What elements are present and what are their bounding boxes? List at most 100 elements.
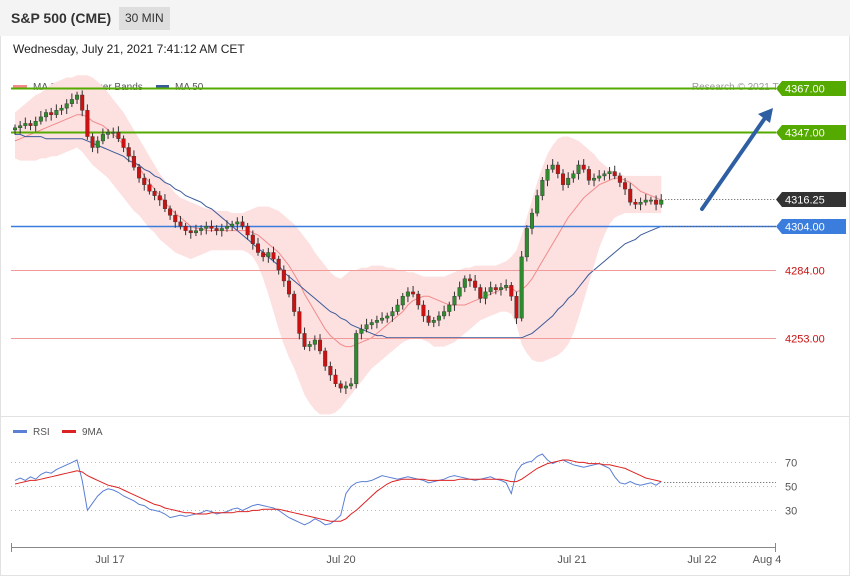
candle [431,317,436,328]
candle-body [385,315,390,319]
rsi-legend-label: RSI [33,427,50,438]
candle [504,279,509,291]
candle-body [514,296,519,319]
candle [519,250,524,322]
candle [442,305,447,320]
candle [638,197,643,211]
candle [95,136,100,154]
rsi-tick-50: 50 [785,482,797,494]
candle [137,163,142,183]
candle-body [421,304,426,317]
candle-body [235,221,240,225]
candle-body [33,121,38,126]
candle-body [380,317,385,321]
timestamp: Wednesday, July 21, 2021 7:41:12 AM CET [13,42,245,56]
level-tag-text-4367.00: 4367.00 [785,84,825,96]
candle-body [442,311,447,317]
candle [199,225,204,236]
candle [111,127,116,139]
candle [80,90,85,117]
candle-body [240,221,245,227]
candle-body [581,164,586,170]
candle [230,220,235,231]
ma50-legend-swatch [156,85,169,88]
time-tick-label: Aug 4 [753,554,782,566]
candle [266,247,271,263]
candle-body [566,177,571,185]
level-tag-text-4304.00: 4304.00 [785,222,825,234]
candle [323,347,328,371]
candle-body [509,285,514,297]
candle-body [224,226,229,229]
candle-body [49,112,54,115]
candle-body [550,164,555,170]
candle [374,315,379,329]
candle-body [162,199,167,209]
time-tick-label: Jul 21 [557,554,586,566]
candle-body [447,304,452,312]
candle-body [628,188,633,203]
candle [188,226,193,239]
candle [338,380,343,393]
candle [54,104,59,118]
candle-body [333,374,338,384]
candle-body [204,226,209,229]
candle [555,161,560,179]
candle-body [95,140,100,148]
candle [328,361,333,381]
candle [628,183,633,206]
candle-body [374,320,379,323]
candle [416,290,421,310]
level-tag-text-4347.00: 4347.00 [785,128,825,140]
candle-body [142,177,147,185]
candle-body [623,182,628,190]
candle [209,220,214,232]
candle-body [436,315,441,321]
candle [157,191,162,206]
candle [524,225,529,262]
candle [142,173,147,191]
candle [633,198,638,209]
candle [276,255,281,275]
candle-body [173,215,178,223]
candle-body [38,116,43,122]
candle [545,164,550,187]
header-bar: S&P 500 (CME) 30 MIN [0,0,850,36]
candle-body [431,320,436,323]
candle-body [426,315,431,323]
projection-arrow-head [758,108,773,123]
candle-body [586,169,591,181]
candle-body [23,123,28,126]
candle-body [571,173,576,179]
candle [235,217,240,230]
candle-body [116,131,121,139]
candle-body [193,230,198,234]
timeframe-badge[interactable]: 30 MIN [119,7,170,30]
candle [509,282,514,301]
candle [493,284,498,295]
candle [307,341,312,352]
candle-body [452,296,457,306]
candle-body [44,112,49,118]
candle [287,275,292,298]
candle [131,150,136,171]
candle-body [152,191,157,196]
candle-body [405,291,410,297]
candle [467,274,472,287]
candle-body [147,184,152,192]
candle-body [545,169,550,181]
price-levels [11,87,776,339]
level-tag-4347.00 [776,125,846,140]
candle-body [612,171,617,177]
candle [550,159,555,173]
level-tag-text-4316.25: 4316.25 [785,195,825,207]
rsi-line [14,453,662,526]
candle [447,301,452,317]
candle-body [297,311,302,334]
candle [478,284,483,304]
candle [214,225,219,236]
bollinger-bands [15,75,662,415]
candle-body [59,107,64,111]
candle [168,205,173,220]
candle-body [276,258,281,271]
